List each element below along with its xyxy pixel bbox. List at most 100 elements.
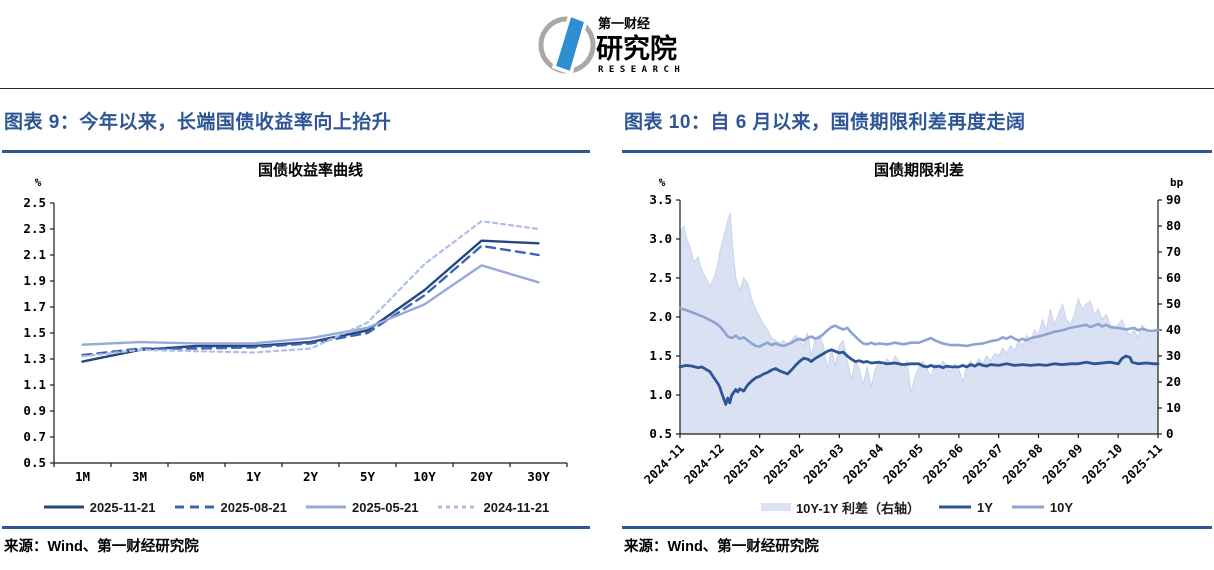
logo-brand-sub: RESEARCH xyxy=(598,65,685,75)
y-tick-label-right: 90 xyxy=(1166,192,1181,207)
logo-parallelogram-icon xyxy=(551,12,589,76)
legend-swatch-icon xyxy=(938,505,971,509)
unit-left-label: % xyxy=(659,176,666,189)
x-tick-label: 3M xyxy=(132,469,147,484)
y-tick-label: 1.1 xyxy=(23,377,46,392)
logo-brand-top: 第一财经 xyxy=(598,16,650,31)
legend-label: 10Y-1Y 利差（右轴） xyxy=(795,500,920,516)
y-tick-label-right: 60 xyxy=(1166,270,1181,285)
y-tick-label: 2.1 xyxy=(23,247,46,262)
legend-item-10Y-1Y 利差（右轴）: 10Y-1Y 利差（右轴） xyxy=(760,498,920,517)
legend-swatch-icon xyxy=(306,505,346,509)
y-tick-label-left: 0.5 xyxy=(649,426,672,441)
chart-title: 国债期限利差 xyxy=(874,161,964,179)
x-tick-label: 1Y xyxy=(246,469,262,484)
y-tick-label-right: 0 xyxy=(1166,426,1174,441)
yield-curve-chart: 国债收益率曲线% 2.5 2.3 2.1 1.9 1.7 1.5 1.3 1.1 0.9 0.7 0.… xyxy=(23,161,568,484)
x-tick-label: 2025-03 xyxy=(801,441,847,487)
legend-item-2025-11-21: 2025-11-21 xyxy=(43,500,156,515)
unit-right-label: bp xyxy=(1170,176,1184,189)
figure-10-panel: 图表 10：自 6 月以来，国债期限利差再度走阔 国债期限利差% bp 3.5 3.0… xyxy=(622,108,1212,556)
y-tick-label-right: 70 xyxy=(1166,244,1181,259)
x-tick-label: 2025-09 xyxy=(1040,441,1086,487)
figure-9-source: 来源：Wind、第一财经研究院 xyxy=(2,526,590,556)
logo-brand-main: 研究院 xyxy=(596,33,677,64)
y-tick-label-left: 2.0 xyxy=(649,309,672,324)
y-tick-label-right: 80 xyxy=(1166,218,1181,233)
x-tick-label: 2025-06 xyxy=(920,441,966,487)
y-tick-label-right: 40 xyxy=(1166,322,1181,337)
y-tick-label: 0.7 xyxy=(23,429,46,444)
legend-item-2024-11-21: 2024-11-21 xyxy=(437,499,550,515)
yield-curve-legend: 2025-11-21 2025-08-21 2025-05-21 2024-11-21 xyxy=(2,494,590,520)
series-2024-11-21 xyxy=(81,220,540,358)
x-tick-label: 2025-01 xyxy=(721,441,767,487)
x-tick-label: 2025-04 xyxy=(841,441,887,487)
x-tick-label: 10Y xyxy=(413,469,436,484)
series-1Y xyxy=(678,348,1160,406)
legend-item-2025-05-21: 2025-05-21 xyxy=(305,500,419,515)
x-tick-label: 2025-07 xyxy=(960,441,1006,487)
x-tick-label: 2025-10 xyxy=(1080,441,1126,487)
y-tick-label-left: 3.0 xyxy=(649,231,672,246)
yield-curve-plot: 国债收益率曲线% 2.5 2.3 2.1 1.9 1.7 1.5 1.3 1.1 0.9 0.7 0.… xyxy=(23,161,568,484)
figure-9-title: 图表 9：今年以来，长端国债收益率向上抬升 xyxy=(2,108,590,153)
axes xyxy=(676,199,1162,438)
series-2025-05-21 xyxy=(81,264,540,346)
legend-swatch-icon xyxy=(174,505,215,509)
header-divider xyxy=(0,88,1214,89)
legend-swatch-icon xyxy=(437,505,478,509)
y-tick-label: 1.7 xyxy=(23,299,46,314)
x-tick-label: 2025-05 xyxy=(880,441,926,487)
legend-label: 10Y xyxy=(1049,499,1074,515)
x-tick-label: 1M xyxy=(75,469,90,484)
y-tick-label: 1.3 xyxy=(23,351,46,366)
brand-logo: 第一财经 研究院 RESEARCH xyxy=(538,10,708,76)
legend-swatch-icon xyxy=(1011,505,1044,509)
y-tick-label-right: 30 xyxy=(1166,348,1181,363)
y-tick-label-right: 10 xyxy=(1166,400,1181,415)
x-tick-label: 6M xyxy=(189,469,204,484)
y-tick-label-right: 50 xyxy=(1166,296,1181,311)
term-spread-chart: 国债期限利差% bp 3.5 3.0 2.5 2.0 1.5 1.0 0.5 90 80 70 60 50… xyxy=(641,161,1183,487)
x-tick-label: 2024-12 xyxy=(681,441,727,487)
y-tick-label: 1.9 xyxy=(23,273,46,288)
x-tick-label: 30Y xyxy=(527,469,550,484)
figure-10-source: 来源：Wind、第一财经研究院 xyxy=(622,526,1212,556)
legend-item-1Y: 1Y xyxy=(938,500,993,515)
legend-item-10Y: 10Y xyxy=(1011,500,1073,515)
legend-label: 2024-11-21 xyxy=(483,499,550,515)
axes xyxy=(50,202,568,467)
legend-swatch-icon xyxy=(760,503,791,511)
legend-label: 2025-11-21 xyxy=(89,499,156,515)
y-tick-label: 0.5 xyxy=(23,455,46,470)
y-tick-label-left: 2.5 xyxy=(649,270,672,285)
y-tick-label-left: 1.5 xyxy=(649,348,672,363)
y-tick-label: 0.9 xyxy=(23,403,46,418)
y-tick-label-left: 1.0 xyxy=(649,387,672,402)
figure-10-title: 图表 10：自 6 月以来，国债期限利差再度走阔 xyxy=(622,108,1212,153)
x-tick-label: 2025-02 xyxy=(761,441,807,487)
series-10Y-1Y 利差（右轴） xyxy=(679,212,1159,435)
x-tick-label: 2025-08 xyxy=(1000,441,1046,487)
term-spread-legend: 10Y-1Y 利差（右轴） 1Y 10Y xyxy=(622,494,1212,520)
chart-title: 国债收益率曲线 xyxy=(258,161,363,179)
term-spread-plot: 国债期限利差% bp 3.5 3.0 2.5 2.0 1.5 1.0 0.5 90 80 70 60 50… xyxy=(641,161,1183,487)
legend-item-2025-08-21: 2025-08-21 xyxy=(174,499,288,515)
legend-label: 1Y xyxy=(976,499,993,515)
figure-9-panel: 图表 9：今年以来，长端国债收益率向上抬升 国债收益率曲线% 2.5 2.3 2.1 1… xyxy=(2,108,590,556)
x-tick-label: 2Y xyxy=(303,469,319,484)
x-tick-label: 5Y xyxy=(360,469,376,484)
x-tick-label: 2025-11 xyxy=(1119,441,1165,487)
y-tick-label-right: 20 xyxy=(1166,374,1181,389)
y-tick-label: 2.5 xyxy=(23,195,46,210)
y-tick-label-left: 3.5 xyxy=(649,192,672,207)
x-tick-label: 20Y xyxy=(470,469,493,484)
series-2025-08-21 xyxy=(81,244,540,357)
legend-label: 2025-08-21 xyxy=(220,499,288,515)
y-tick-label: 1.5 xyxy=(23,325,46,340)
legend-swatch-icon xyxy=(43,505,84,509)
legend-label: 2025-05-21 xyxy=(352,499,419,515)
y-tick-label: 2.3 xyxy=(23,221,46,236)
